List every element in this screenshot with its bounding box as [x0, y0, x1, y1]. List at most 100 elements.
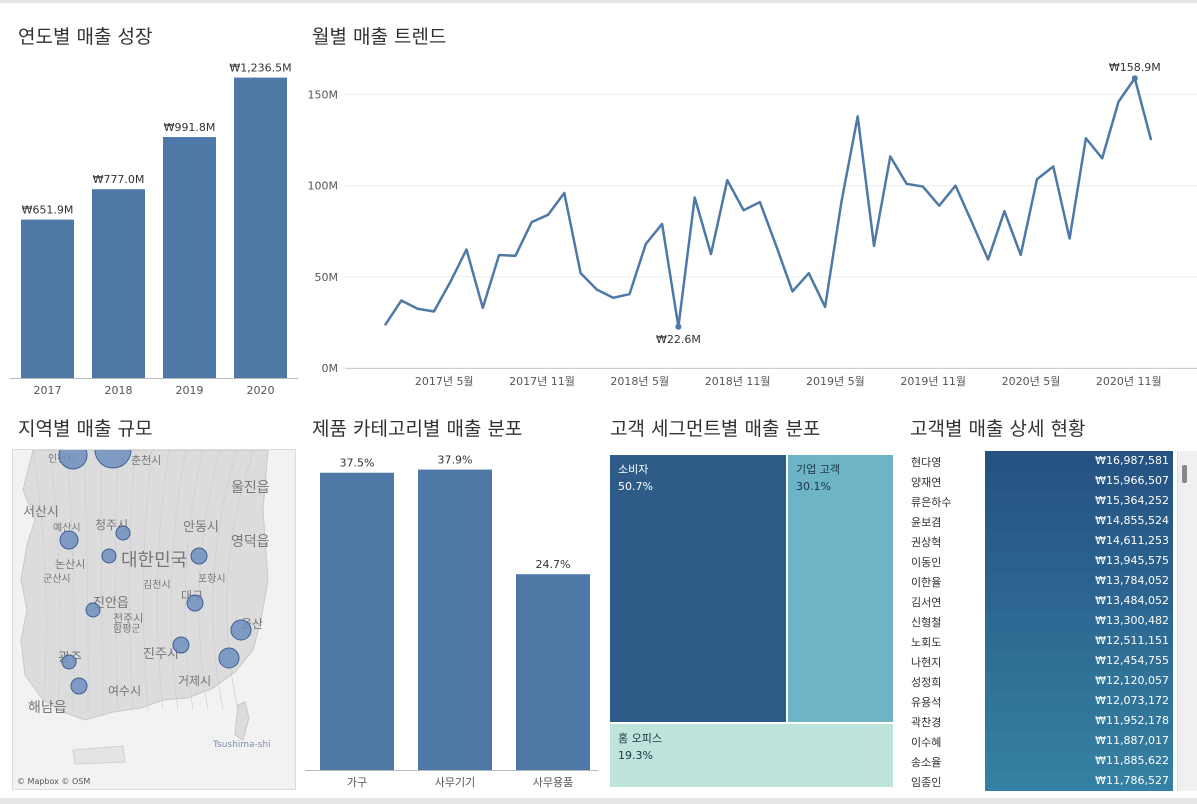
- customer-sales-value: ₩12,073,172: [985, 691, 1173, 711]
- map-place-label: 전주시: [113, 612, 143, 625]
- customer-name: 유용석: [911, 696, 942, 709]
- scrollbar-thumb[interactable]: [1182, 465, 1187, 483]
- yearly-bar[interactable]: [92, 189, 145, 378]
- customer-row[interactable]: 신형철 ₩13,300,482: [907, 611, 1177, 631]
- monthly-chart-title: 월별 매출 트렌드: [312, 26, 447, 48]
- segment-treemap: 소비자 50.7% 기업 고객 30.1% 홈 오피스 19.3%: [610, 455, 893, 787]
- map-sales-bubble[interactable]: [186, 594, 204, 612]
- map-sales-bubble[interactable]: [61, 654, 77, 670]
- customer-row[interactable]: 임종인 ₩11,786,527: [907, 771, 1177, 791]
- monthly-annotation-label: ₩158.9M: [1109, 61, 1161, 74]
- map-attribution: © Mapbox © OSM: [17, 777, 90, 786]
- map-region-border: [129, 450, 136, 711]
- category-bar[interactable]: [320, 472, 394, 770]
- yearly-bar[interactable]: [234, 77, 287, 378]
- category-bar[interactable]: [516, 574, 590, 770]
- customer-row[interactable]: 노회도 ₩12,511,151: [907, 631, 1177, 651]
- customer-name: 송소율: [911, 756, 942, 769]
- category-x-tick-label: 사무기기: [435, 776, 475, 789]
- yearly-bar[interactable]: [163, 137, 216, 378]
- customer-name: 노회도: [911, 636, 942, 649]
- customer-row[interactable]: 현다영 ₩16,987,581: [907, 451, 1177, 471]
- monthly-x-tick-label: 2017년 11월: [509, 375, 575, 388]
- yearly-bar[interactable]: [21, 219, 74, 378]
- treemap-label-home-office: 홈 오피스: [618, 732, 662, 745]
- region-map-canvas[interactable]: 인천시춘천시울진읍서산시예산시청주시안동시영덕읍논산시대한민국군산시김천시포항시…: [13, 450, 296, 790]
- monthly-x-tick-label: 2020년 5월: [1002, 375, 1061, 388]
- customer-row[interactable]: 류은하수 ₩15,364,252: [907, 491, 1177, 511]
- map-sales-bubble[interactable]: [94, 450, 132, 469]
- map-island-tsushima: [234, 701, 250, 741]
- customer-sales-value: ₩15,966,507: [985, 471, 1173, 491]
- customer-row[interactable]: 성정희 ₩12,120,057: [907, 671, 1177, 691]
- customer-name: 성정희: [911, 676, 942, 689]
- map-place-label: 영덕읍: [231, 534, 270, 550]
- customer-name: 이한율: [911, 576, 942, 589]
- customer-row[interactable]: 곽찬경 ₩11,952,178: [907, 711, 1177, 731]
- map-sales-bubble[interactable]: [230, 619, 252, 641]
- monthly-x-tick-label: 2018년 11월: [705, 375, 771, 388]
- customer-sales-value: ₩11,786,527: [985, 771, 1173, 791]
- map-place-label: Tsushima-shi: [212, 740, 271, 750]
- treemap-cell-corporate[interactable]: 기업 고객 30.1%: [788, 455, 893, 722]
- map-region-border: [226, 450, 255, 711]
- monthly-y-tick-label: 0M: [322, 362, 339, 375]
- customer-row[interactable]: 권상혁 ₩14,611,253: [907, 531, 1177, 551]
- map-sales-bubble[interactable]: [101, 548, 117, 564]
- customer-row[interactable]: 이수혜 ₩11,887,017: [907, 731, 1177, 751]
- customer-row[interactable]: 윤보겸 ₩14,855,524: [907, 511, 1177, 531]
- top-divider: [0, 0, 1197, 3]
- map-region-border: [49, 450, 61, 711]
- monthly-x-tick-label: 2019년 5월: [806, 375, 865, 388]
- customer-name: 현다영: [911, 456, 942, 469]
- customer-table[interactable]: 현다영 ₩16,987,581 양재연 ₩15,966,507 류은하수 ₩15,364,…: [907, 451, 1197, 791]
- map-region-border: [115, 450, 119, 711]
- customer-sales-value: ₩12,511,151: [985, 631, 1173, 651]
- customer-row[interactable]: 유용석 ₩12,073,172: [907, 691, 1177, 711]
- map-sales-bubble[interactable]: [70, 677, 88, 695]
- map-sales-bubble[interactable]: [59, 530, 79, 550]
- map-place-label: 군산시: [43, 573, 71, 585]
- customer-row[interactable]: 이동인 ₩13,945,575: [907, 551, 1177, 571]
- customer-sales-value: ₩14,855,524: [985, 511, 1173, 531]
- map-place-label: 서산시: [23, 505, 59, 520]
- map-sales-bubble[interactable]: [218, 647, 240, 669]
- customer-row[interactable]: 김서연 ₩13,484,052: [907, 591, 1177, 611]
- customer-name: 류은하수: [911, 496, 952, 509]
- category-bar[interactable]: [418, 469, 492, 770]
- customer-row[interactable]: 송소율 ₩11,885,622: [907, 751, 1177, 771]
- treemap-pct-consumer: 50.7%: [618, 480, 653, 493]
- treemap-label-consumer: 소비자: [618, 463, 649, 476]
- map-region-border: [170, 450, 187, 711]
- segment-chart-title: 고객 세그먼트별 매출 분포: [610, 418, 821, 440]
- customer-name: 신형철: [911, 616, 942, 629]
- treemap-cell-consumer[interactable]: 소비자 50.7%: [610, 455, 786, 722]
- map-place-label: 여수시: [108, 684, 141, 698]
- customer-sales-value: ₩16,987,581: [985, 451, 1173, 471]
- map-place-label: 울진읍: [231, 480, 270, 496]
- map-region-border: [66, 450, 75, 711]
- customer-table-title: 고객별 매출 상세 현황: [910, 418, 1086, 440]
- customer-sales-value: ₩15,364,252: [985, 491, 1173, 511]
- map-sales-bubble[interactable]: [190, 547, 208, 565]
- treemap-cell-home-office[interactable]: 홈 오피스 19.3%: [610, 724, 893, 787]
- region-map[interactable]: 인천시춘천시울진읍서산시예산시청주시안동시영덕읍논산시대한민국군산시김천시포항시…: [12, 449, 296, 790]
- map-sales-bubble[interactable]: [85, 602, 101, 618]
- customer-name: 이수혜: [911, 736, 942, 749]
- customer-sales-value: ₩13,784,052: [985, 571, 1173, 591]
- customer-table-scrollbar[interactable]: [1177, 451, 1197, 791]
- customer-sales-value: ₩13,300,482: [985, 611, 1173, 631]
- map-sales-bubble[interactable]: [58, 450, 88, 470]
- category-x-tick-label: 사무용품: [533, 776, 573, 789]
- category-chart-title: 제품 카테고리별 매출 분포: [312, 418, 523, 440]
- customer-row[interactable]: 양재연 ₩15,966,507: [907, 471, 1177, 491]
- customer-row[interactable]: 나현지 ₩12,454,755: [907, 651, 1177, 671]
- customer-row[interactable]: 이한율 ₩13,784,052: [907, 571, 1177, 591]
- customer-sales-value: ₩11,887,017: [985, 731, 1173, 751]
- yearly-x-tick-label: 2019: [176, 384, 204, 397]
- monthly-series-line[interactable]: [383, 76, 1153, 329]
- category-x-tick-label: 가구: [347, 776, 367, 789]
- map-region-border: [32, 450, 47, 711]
- map-sales-bubble[interactable]: [172, 636, 190, 654]
- map-sales-bubble[interactable]: [115, 525, 131, 541]
